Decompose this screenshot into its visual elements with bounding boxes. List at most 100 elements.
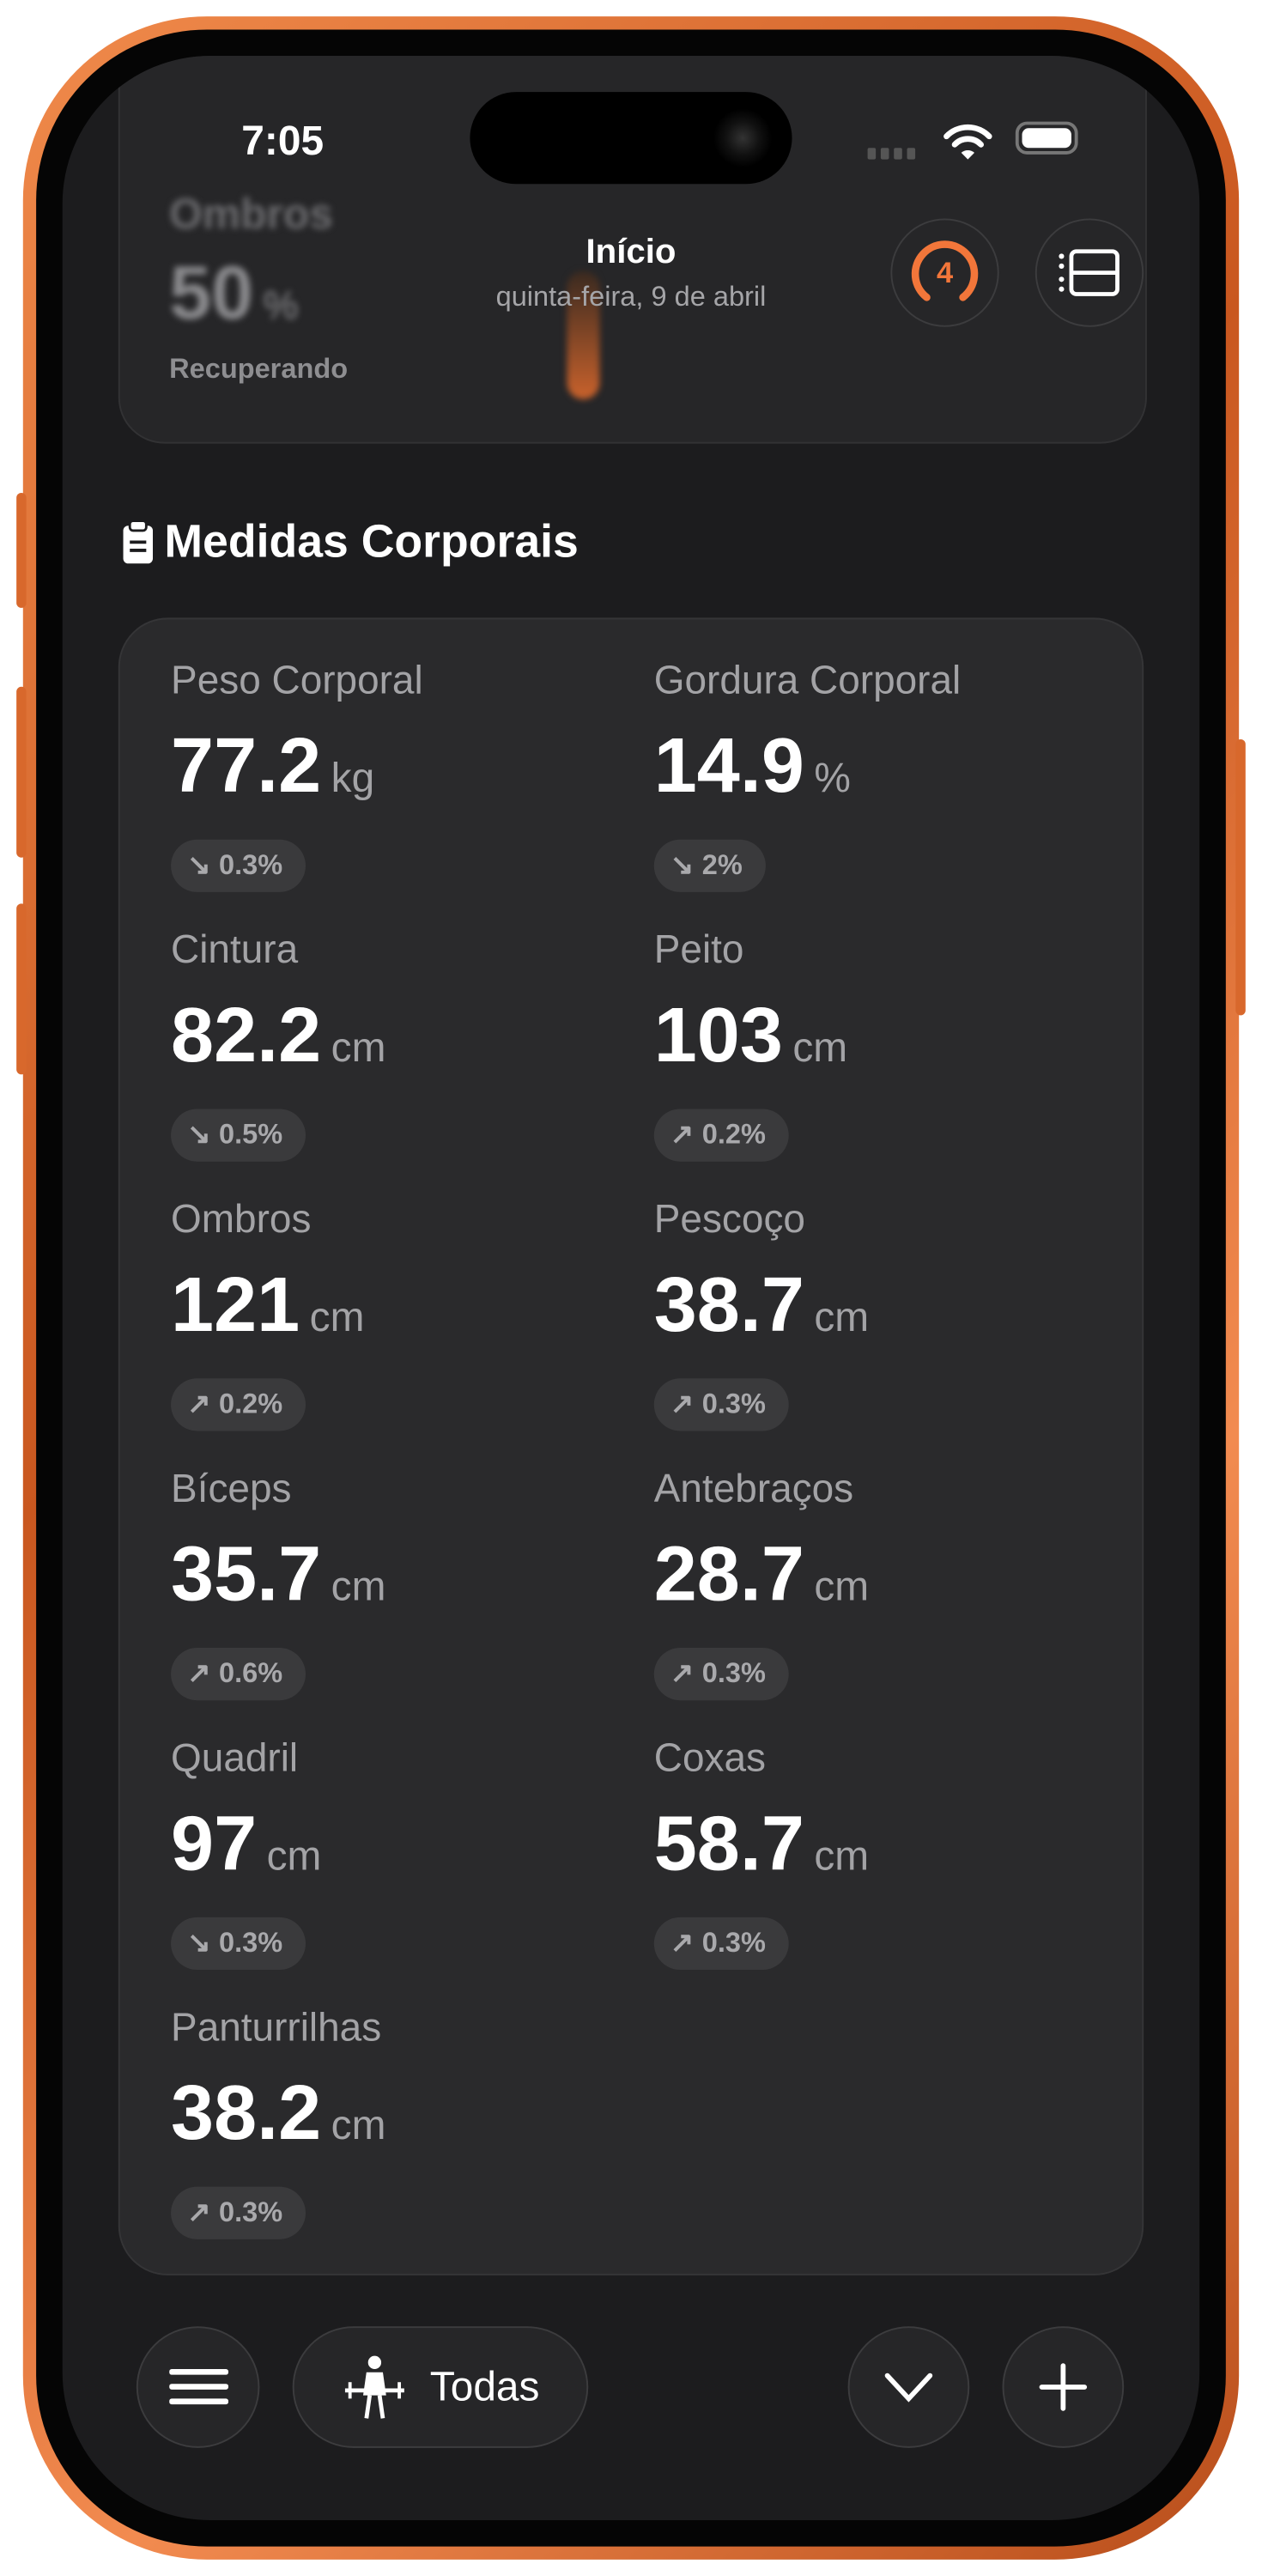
arrow-up-right-icon: ↗ — [670, 1927, 695, 1959]
plus-icon — [1039, 2363, 1088, 2411]
volume-down-button — [16, 903, 27, 1075]
measurement-label: Gordura Corporal — [653, 659, 962, 703]
recovery-value: 50% — [169, 249, 299, 336]
status-time: 7:05 — [241, 118, 325, 165]
arrow-up-right-icon: ↗ — [670, 1388, 695, 1420]
measurement-unit: % — [814, 756, 851, 802]
cellular-icon — [867, 148, 916, 160]
filter-button[interactable]: Todas — [292, 2326, 589, 2448]
change-badge: ↘ 2% — [653, 839, 766, 892]
power-button — [1235, 738, 1246, 1016]
hamburger-icon — [168, 2368, 228, 2405]
recovery-status: Recuperando — [169, 353, 349, 385]
measurement-label: Cintura — [171, 928, 299, 973]
recovery-label: Ombros — [169, 189, 333, 239]
change-badge: ↗ 0.6% — [171, 1648, 306, 1701]
measurement-unit: cm — [331, 1024, 386, 1072]
measurement-label: Antebraços — [653, 1467, 854, 1512]
measurement-unit: cm — [266, 1833, 322, 1880]
activity-count: 4 — [936, 255, 954, 289]
change-badge: ↗ 0.3% — [171, 2186, 306, 2239]
section-header: Medidas Corporais — [122, 516, 579, 568]
change-badge: ↘ 0.5% — [171, 1109, 306, 1162]
wifi-icon — [943, 124, 992, 160]
measurement-unit: cm — [309, 1294, 365, 1341]
clipboard-icon — [123, 519, 154, 564]
collapse-button[interactable] — [847, 2326, 970, 2448]
measurement-item[interactable]: Peso Corporal 77.2 kg ↘ 0.3% — [171, 659, 631, 892]
measurement-label: Pescoço — [653, 1197, 805, 1242]
measurement-unit: cm — [814, 1833, 870, 1880]
arrow-up-right-icon: ↗ — [670, 1657, 695, 1689]
change-badge: ↗ 0.3% — [653, 1648, 789, 1701]
change-badge: ↘ 0.3% — [171, 1917, 306, 1971]
filter-label: Todas — [429, 2363, 540, 2409]
measurement-value: 97 cm — [171, 1799, 322, 1886]
measurement-label: Peso Corporal — [171, 659, 423, 703]
page-date: quinta-feira, 9 de abril — [495, 281, 767, 313]
measurement-item[interactable]: Coxas 58.7 cm ↗ 0.3% — [653, 1736, 1114, 1971]
measurement-unit: cm — [331, 1564, 386, 1611]
measurement-item[interactable]: Gordura Corporal 14.9% ↘ 2% — [653, 659, 1114, 892]
menu-button[interactable] — [136, 2326, 260, 2448]
measurement-value: 121 cm — [171, 1260, 365, 1347]
page-title: Início — [585, 233, 677, 271]
arrow-up-right-icon: ↗ — [187, 1657, 211, 1689]
change-badge: ↗ 0.2% — [171, 1378, 306, 1431]
arrow-up-right-icon: ↗ — [187, 1388, 211, 1420]
measurement-unit: cm — [331, 2103, 386, 2149]
measurement-unit: kg — [331, 756, 375, 802]
arrow-down-right-icon: ↘ — [670, 849, 695, 881]
measurement-value: 82.2 cm — [171, 990, 386, 1078]
measurement-value: 35.7 cm — [171, 1529, 386, 1617]
volume-up-button — [16, 686, 27, 858]
layout-button[interactable] — [1034, 218, 1144, 327]
measurements-card: Peso Corporal 77.2 kg ↘ 0.3% Gordura Corporal… — [118, 617, 1144, 2275]
arrow-up-right-icon: ↗ — [187, 2196, 211, 2228]
measurement-label: Coxas — [653, 1736, 766, 1782]
add-button[interactable] — [1002, 2326, 1125, 2448]
measurement-label: Ombros — [171, 1197, 312, 1242]
action-button — [16, 492, 27, 608]
arrow-down-right-icon: ↘ — [187, 1927, 211, 1959]
battery-icon — [1015, 121, 1078, 155]
measurement-unit: cm — [792, 1024, 848, 1072]
measurement-unit: cm — [814, 1294, 870, 1341]
measurement-value: 38.7 cm — [653, 1260, 870, 1347]
measurement-item[interactable]: Panturrilhas 38.2 cm ↗ 0.3% — [171, 2006, 631, 2239]
dynamic-island — [470, 92, 792, 185]
change-badge: ↗ 0.3% — [653, 1917, 789, 1971]
recovery-bar — [567, 270, 600, 399]
measurement-label: Peito — [653, 928, 744, 973]
measurement-value: 14.9% — [653, 720, 851, 809]
section-title: Medidas Corporais — [164, 515, 579, 568]
measurement-item[interactable]: Quadril 97 cm ↘ 0.3% — [171, 1736, 631, 1971]
chevron-down-icon — [884, 2372, 933, 2403]
weightlifting-icon — [344, 2355, 404, 2419]
measurement-item[interactable]: Cintura 82.2 cm ↘ 0.5% — [171, 928, 631, 1162]
measurement-label: Panturrilhas — [171, 2006, 382, 2050]
measurement-item[interactable]: Bíceps 35.7 cm ↗ 0.6% — [171, 1467, 631, 1701]
measurement-item[interactable]: Pescoço 38.7 cm ↗ 0.3% — [653, 1197, 1114, 1431]
measurement-unit: cm — [814, 1564, 870, 1611]
measurement-item[interactable]: Ombros 121 cm ↗ 0.2% — [171, 1198, 631, 1431]
measurement-value: 77.2 kg — [171, 720, 375, 809]
screen: Ombros 50% Recuperando 7:05 Início quint… — [62, 56, 1200, 2521]
activity-ring-button[interactable]: 4 — [890, 218, 999, 327]
arrow-down-right-icon: ↘ — [187, 1118, 211, 1151]
sidebar-layout-icon — [1059, 249, 1119, 296]
measurement-value: 58.7 cm — [653, 1799, 870, 1886]
progress-ring-icon — [910, 240, 978, 301]
change-badge: ↗ 0.2% — [653, 1109, 789, 1162]
camera-icon — [713, 108, 773, 168]
change-badge: ↗ 0.3% — [653, 1378, 789, 1431]
arrow-up-right-icon: ↗ — [670, 1118, 695, 1151]
measurement-value: 38.2 cm — [171, 2068, 386, 2156]
arrow-down-right-icon: ↘ — [187, 849, 211, 881]
measurement-label: Quadril — [171, 1736, 299, 1782]
measurement-item[interactable]: Antebraços 28.7 cm ↗ 0.3% — [653, 1467, 1114, 1701]
measurement-item[interactable]: Peito 103 cm ↗ 0.2% — [653, 928, 1114, 1162]
change-badge: ↘ 0.3% — [171, 839, 306, 892]
measurement-value: 103 cm — [653, 990, 848, 1078]
